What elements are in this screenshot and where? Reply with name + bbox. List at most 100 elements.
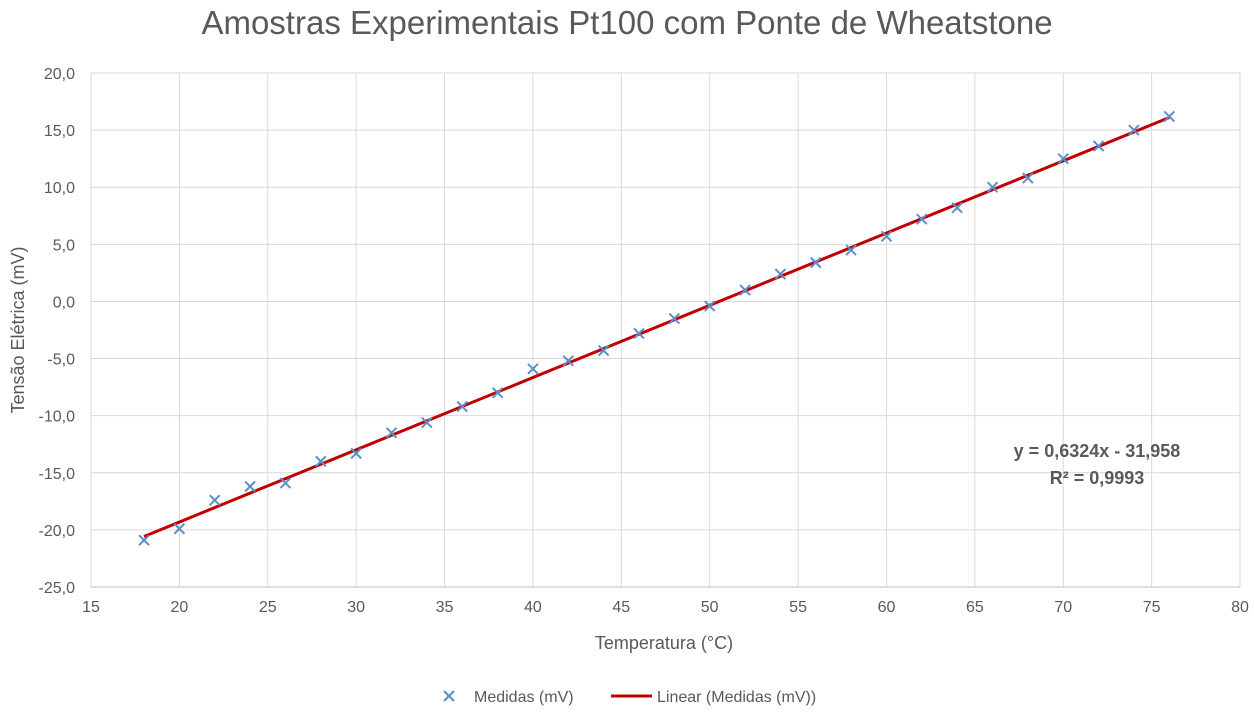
data-point — [1022, 172, 1034, 184]
data-point-stroke — [1092, 140, 1105, 152]
trendline-equation: y = 0,6324x - 31,958 — [1014, 441, 1181, 461]
data-point-stroke — [986, 181, 999, 193]
data-point — [633, 327, 645, 340]
x-tick-label: 50 — [701, 599, 719, 616]
data-point — [385, 427, 398, 439]
data-point-stroke — [774, 268, 787, 280]
x-tick-label: 55 — [789, 599, 807, 616]
data-point-stroke — [916, 213, 928, 225]
x-tick-label: 30 — [347, 599, 365, 616]
legend-label-linear: Linear (Medidas (mV)) — [657, 689, 816, 706]
trendline-r-squared: R² = 0,9993 — [1050, 468, 1145, 488]
y-tick-label: -10,0 — [39, 409, 76, 426]
data-point — [916, 213, 928, 225]
data-point — [951, 202, 963, 214]
data-point-stroke — [315, 455, 327, 468]
x-tick-label: 35 — [436, 599, 454, 616]
y-tick-label: 15,0 — [44, 123, 75, 140]
data-point — [986, 181, 999, 193]
x-tick-label: 75 — [1143, 599, 1161, 616]
data-point — [810, 256, 822, 269]
data-point — [138, 534, 150, 546]
x-tick-label: 70 — [1054, 599, 1072, 616]
data-point — [421, 416, 433, 429]
data-point-stroke — [138, 534, 150, 546]
legend: Medidas (mV) Linear (Medidas (mV)) — [443, 689, 816, 706]
legend-label-medidas: Medidas (mV) — [474, 689, 574, 706]
data-point — [456, 400, 468, 413]
y-tick-label: 20,0 — [44, 66, 75, 83]
data-point — [279, 477, 292, 489]
x-tick-label: 20 — [170, 599, 188, 616]
y-tick-label: -20,0 — [39, 523, 76, 540]
data-point-stroke — [597, 344, 610, 357]
y-tick-label: 5,0 — [53, 237, 75, 254]
data-point-stroke — [527, 363, 539, 375]
data-point-stroke — [562, 355, 574, 367]
data-point-stroke — [810, 256, 822, 269]
chart-title: Amostras Experimentais Pt100 com Ponte d… — [201, 4, 1053, 41]
legend-marker-medidas — [443, 690, 455, 702]
data-point — [597, 344, 610, 357]
data-point-stroke — [350, 447, 362, 460]
x-axis-label: Temperatura (°C) — [595, 633, 733, 653]
y-axis-label: Tensão Elétrica (mV) — [8, 246, 28, 413]
x-tick-label: 40 — [524, 599, 542, 616]
trendline-layer — [143, 116, 1170, 538]
grid — [90, 72, 1241, 588]
data-point-stroke — [421, 416, 433, 429]
data-point-stroke — [880, 230, 893, 243]
data-point-stroke — [491, 387, 504, 399]
data-point — [1128, 124, 1140, 136]
x-tick-label: 60 — [878, 599, 896, 616]
y-tick-label: -5,0 — [47, 352, 75, 369]
data-point — [880, 230, 893, 243]
data-point-stroke — [209, 494, 221, 506]
data-point — [562, 355, 574, 367]
x-tick-label: 25 — [259, 599, 277, 616]
data-point-stroke — [1057, 152, 1069, 165]
data-point — [1057, 152, 1069, 165]
data-point — [845, 244, 857, 256]
data-point-stroke — [668, 312, 681, 325]
data-point-stroke — [633, 327, 645, 340]
data-point — [668, 312, 681, 325]
data-point — [1092, 140, 1105, 152]
data-point — [350, 447, 362, 460]
y-tick-label: 0,0 — [53, 294, 75, 311]
data-point — [209, 494, 221, 506]
data-point — [491, 387, 504, 399]
data-point — [244, 480, 256, 493]
data-point-stroke — [845, 244, 857, 256]
data-point-stroke — [279, 477, 292, 489]
points-layer — [138, 110, 1175, 546]
x-tick-label: 45 — [612, 599, 630, 616]
x-tick-label: 15 — [82, 599, 100, 616]
data-point-stroke — [1022, 172, 1034, 184]
data-point-stroke — [456, 400, 468, 413]
data-point — [703, 300, 716, 312]
y-tick-label: 10,0 — [44, 180, 75, 197]
data-point — [1163, 110, 1175, 123]
data-point-stroke — [1163, 110, 1175, 123]
axes: 15 20 25 30 35 40 45 50 55 60 65 70 75 80 -25,0 -20,0 -1… — [39, 66, 1249, 616]
trendline — [143, 116, 1170, 538]
data-point — [774, 268, 787, 280]
data-point-stroke — [1128, 124, 1140, 136]
x-tick-label: 80 — [1231, 599, 1249, 616]
y-tick-label: -25,0 — [39, 580, 76, 597]
data-point-stroke — [244, 480, 256, 493]
x-tick-label: 65 — [966, 599, 984, 616]
data-point — [527, 363, 539, 375]
data-point-stroke — [173, 523, 186, 535]
labels-layer: Temperatura (°C) Tensão Elétrica (mV) y … — [8, 246, 1180, 653]
data-point-stroke — [385, 427, 398, 439]
data-point-stroke — [951, 202, 963, 214]
data-point — [173, 523, 186, 535]
data-point-stroke — [703, 300, 716, 312]
data-point-stroke — [739, 284, 751, 296]
y-tick-label: -15,0 — [39, 466, 76, 483]
data-point — [739, 284, 751, 296]
